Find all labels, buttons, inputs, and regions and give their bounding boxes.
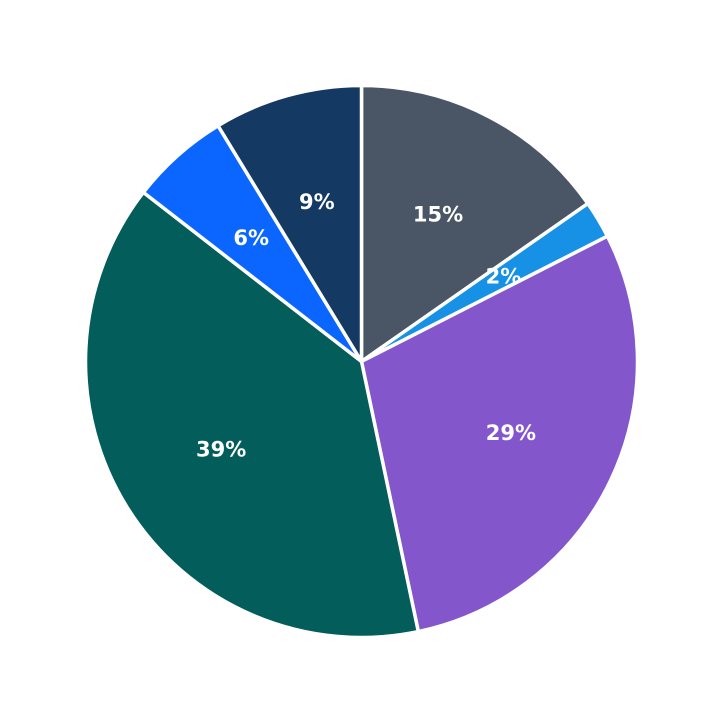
pie-slice-label-0: 15% xyxy=(413,203,463,227)
pie-slice-label-4: 6% xyxy=(233,226,269,250)
pie-slice-2 xyxy=(359,234,640,634)
slices-layer xyxy=(83,83,640,640)
pie-slice-label-2: 29% xyxy=(486,421,536,445)
pie-slice-3 xyxy=(83,190,421,640)
pie-slice-5 xyxy=(216,83,364,364)
labels-layer: 15% 2% 29% 39% 6% 9% xyxy=(196,190,536,461)
pie-slice-label-3: 39% xyxy=(196,437,246,461)
pie-slice-label-1: 2% xyxy=(486,264,522,288)
pie-slice-label-5: 9% xyxy=(299,190,335,214)
pie-slice-0 xyxy=(359,83,590,364)
